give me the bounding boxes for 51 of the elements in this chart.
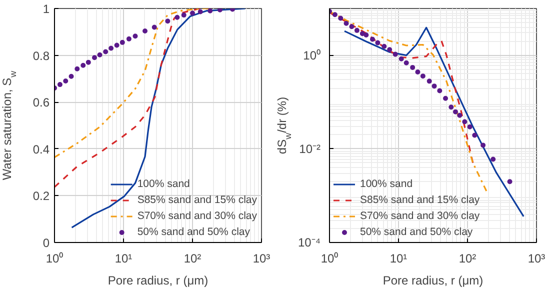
x-tick-label: 10¹ (390, 252, 408, 266)
point (437, 88, 442, 94)
legend-label: 50% sand and 50% clay (360, 226, 473, 238)
x-axis-title: Pore radius, r (μm) (382, 274, 484, 288)
point (448, 104, 454, 110)
point (344, 20, 349, 26)
point (443, 96, 448, 101)
point (354, 28, 360, 33)
point (453, 109, 458, 114)
y-tick-label: 10⁻² (299, 142, 321, 156)
point (382, 44, 387, 49)
point (415, 69, 420, 74)
y-tick-label: 0.2 (32, 189, 50, 204)
legend-label: S70% sand and 30% clay (137, 210, 257, 222)
y-tick-label: 10⁻⁴ (298, 236, 321, 250)
x-tick-label: 10³ (252, 252, 270, 266)
y-tick-label: 0.8 (32, 48, 50, 63)
point (398, 56, 404, 62)
point (426, 78, 432, 84)
point (375, 40, 380, 46)
point (332, 12, 338, 18)
y-tick-label: 0.6 (32, 96, 50, 110)
x-tick-label: 10¹ (114, 252, 132, 266)
legend-label: 50% sand and 50% clay (137, 226, 250, 238)
y-tick-label: 1 (42, 2, 50, 16)
y-axis-title: Water saturation, Sw (0, 70, 18, 180)
point (480, 142, 486, 148)
y-tick-label: 0 (42, 236, 50, 250)
x-tick-label: 10⁰ (320, 252, 338, 266)
point (360, 31, 365, 36)
x-tick-label: 10³ (528, 252, 546, 266)
point (432, 84, 437, 89)
point (349, 24, 354, 30)
legend-label: 100% sand (137, 178, 190, 190)
x-axis-title: Pore radius, r (μm) (108, 274, 208, 288)
y-axis-title: dSw/dr (%) (275, 96, 293, 154)
point (338, 16, 344, 21)
point (404, 60, 409, 66)
point (392, 52, 398, 57)
y-tick-label: 0.4 (32, 142, 50, 156)
point (370, 36, 376, 42)
y-tick-label: 10⁰ (303, 48, 321, 62)
legend-label: S85% sand and 15% clay (137, 194, 257, 206)
point (420, 74, 426, 79)
legend-label: 100% sand (360, 178, 413, 190)
point (410, 64, 416, 70)
x-tick-label: 10² (184, 252, 202, 266)
x-tick-label: 10² (458, 252, 476, 266)
legend-label: S85% sand and 15% clay (360, 194, 480, 206)
point (387, 47, 392, 52)
legend-label: S70% sand and 30% clay (360, 210, 480, 222)
